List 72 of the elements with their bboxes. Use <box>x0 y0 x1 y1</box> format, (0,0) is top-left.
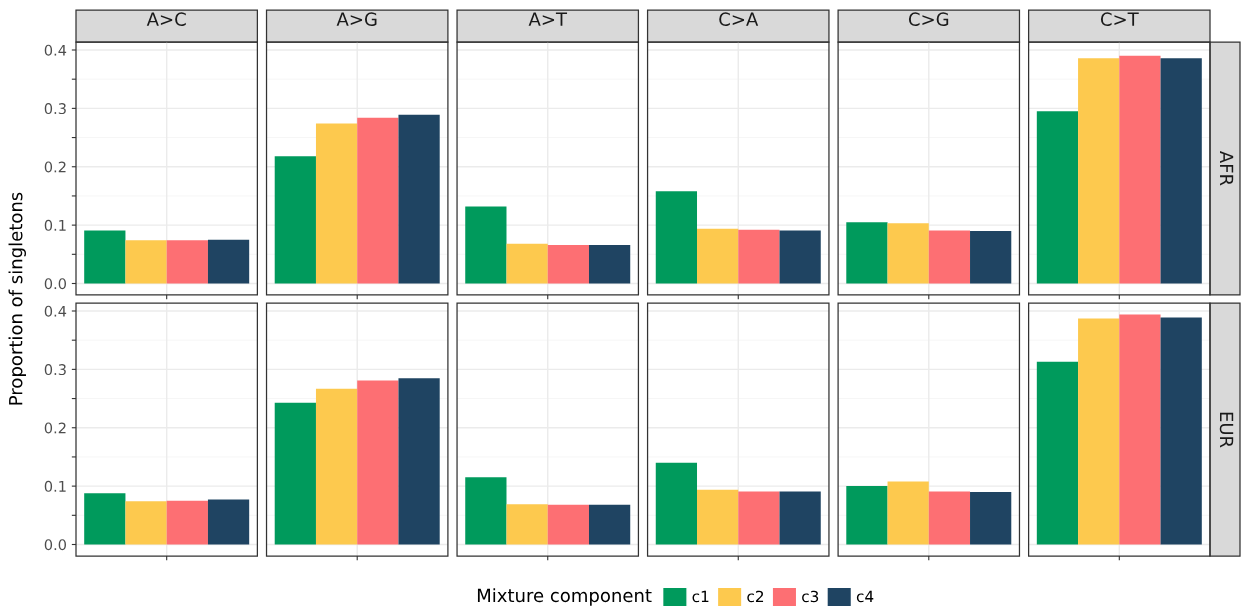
x-tick-label: C>G <box>908 12 949 26</box>
bar <box>84 230 126 284</box>
bar <box>588 504 631 545</box>
y-axis-title: Proportion of singletons <box>8 192 26 405</box>
bar <box>465 477 507 545</box>
y-tick-label: 0.4 <box>44 44 67 56</box>
y-tick-label: 0.0 <box>44 278 66 290</box>
bar <box>1036 361 1079 545</box>
y-tick-label: 0.4 <box>44 305 67 317</box>
text: AFR <box>1220 151 1234 186</box>
x-tick-label: C>A <box>719 12 759 26</box>
bar <box>1160 58 1202 284</box>
bar <box>398 114 440 284</box>
bar <box>655 191 698 284</box>
legend-label: c4 <box>856 590 874 603</box>
bar <box>125 501 167 545</box>
x-tick-label: A>G <box>336 12 377 26</box>
legend-label: c3 <box>802 590 819 603</box>
bar <box>1036 111 1079 284</box>
y-tick-label: 0.3 <box>44 103 66 115</box>
bar <box>166 240 208 284</box>
bar <box>315 123 358 284</box>
bar <box>84 493 126 545</box>
legend-label: c2 <box>747 590 764 603</box>
y-tick-label: 0.2 <box>44 161 66 173</box>
bar <box>274 402 316 545</box>
bar <box>928 230 971 284</box>
bar <box>738 491 780 545</box>
bar <box>970 230 1012 284</box>
x-tick-label: C>T <box>1100 12 1139 26</box>
bar <box>547 504 589 545</box>
bar <box>1078 318 1120 545</box>
legend-label: c1 <box>692 590 709 603</box>
y-tick-label: 0.2 <box>44 422 66 434</box>
bar <box>697 228 739 284</box>
bar <box>125 240 167 284</box>
bar <box>274 156 316 284</box>
bar <box>887 481 929 545</box>
bar <box>465 206 507 284</box>
bar <box>166 500 208 545</box>
y-tick-label: 0.0 <box>44 539 66 551</box>
y-tick-label: 0.1 <box>44 480 66 492</box>
bar <box>207 499 250 545</box>
bar <box>655 462 698 545</box>
bar <box>588 244 631 284</box>
bar <box>779 491 821 545</box>
bar <box>1119 55 1161 284</box>
x-tick-label: A>T <box>528 12 568 26</box>
text: EUR <box>1219 412 1234 448</box>
bar <box>887 223 929 284</box>
bar <box>846 486 888 545</box>
bar <box>506 504 548 545</box>
y-tick-label: 0.3 <box>44 364 66 376</box>
bar <box>506 243 548 284</box>
bar <box>1119 314 1161 545</box>
y-tick-label: 0.1 <box>44 219 66 231</box>
bar <box>970 491 1012 545</box>
bar <box>1160 317 1202 545</box>
bar <box>357 380 399 545</box>
bar <box>779 230 821 284</box>
bar <box>1078 58 1120 284</box>
bar <box>928 491 971 545</box>
bar <box>547 244 589 284</box>
bar <box>315 388 358 545</box>
bar <box>738 229 780 284</box>
bar <box>357 117 399 284</box>
bar <box>846 222 888 284</box>
legend-title: Mixture component <box>477 588 652 606</box>
bar <box>697 489 739 545</box>
x-tick-label: A>C <box>146 12 186 26</box>
bar <box>398 378 440 545</box>
bar <box>207 239 250 284</box>
